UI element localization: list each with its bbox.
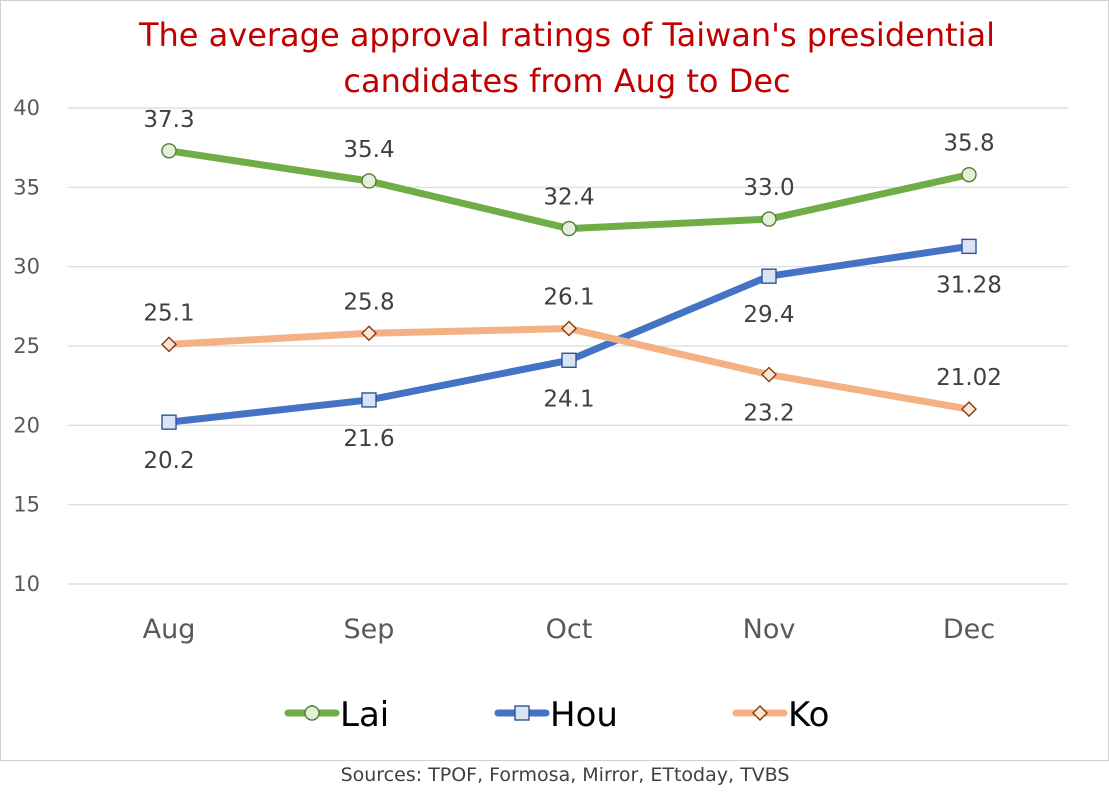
legend-label-lai: Lai (340, 695, 389, 735)
y-tick-40: 40 (13, 96, 40, 120)
legend-marker-lai (304, 705, 320, 721)
data-label-hou-nov: 29.4 (743, 302, 794, 328)
data-label-ko-aug: 25.1 (143, 300, 194, 326)
marker-hou-sep (361, 392, 377, 408)
marker-lai-dec (961, 166, 977, 183)
y-tick-30: 30 (13, 255, 40, 279)
x-tick-oct: Oct (546, 614, 593, 645)
data-label-lai-dec: 35.8 (943, 131, 994, 157)
marker-ko-nov (761, 366, 777, 383)
marker-ko-aug (161, 336, 177, 353)
data-label-ko-dec: 21.02 (936, 365, 1002, 391)
data-label-lai-nov: 33.0 (743, 175, 794, 201)
marker-ko-oct (561, 320, 577, 337)
x-tick-dec: Dec (943, 614, 995, 645)
data-label-hou-sep: 21.6 (343, 426, 394, 452)
marker-ko-dec (961, 401, 977, 418)
marker-ko-sep (361, 325, 377, 342)
data-label-hou-dec: 31.28 (936, 272, 1002, 298)
marker-hou-dec (961, 238, 977, 255)
y-tick-20: 20 (13, 413, 40, 437)
data-label-lai-oct: 32.4 (543, 185, 594, 211)
x-tick-aug: Aug (143, 614, 196, 645)
marker-lai-oct (561, 220, 577, 237)
legend: Lai Hou Ko (284, 695, 829, 735)
data-label-lai-sep: 35.4 (343, 137, 394, 163)
marker-hou-oct (561, 352, 577, 368)
y-axis-ticks: 10 15 20 25 30 35 40 (13, 96, 40, 596)
marker-lai-aug (161, 143, 177, 159)
data-labels: 37.3 35.4 32.4 33.0 35.8 20.2 21.6 24.1 29.4 31.2… (143, 107, 1002, 474)
y-tick-35: 35 (13, 175, 40, 199)
y-tick-15: 15 (13, 493, 40, 517)
x-tick-nov: Nov (743, 614, 796, 645)
data-label-ko-nov: 23.2 (743, 401, 794, 427)
y-tick-25: 25 (13, 334, 40, 358)
y-tick-10: 10 (13, 572, 40, 596)
marker-hou-aug (161, 414, 177, 430)
marker-lai-sep (361, 173, 377, 189)
chart-title-line-2: candidates from Aug to Dec (343, 62, 790, 100)
legend-label-hou: Hou (550, 695, 618, 735)
data-label-hou-oct: 24.1 (543, 386, 594, 412)
data-label-lai-aug: 37.3 (143, 107, 194, 133)
chart-frame (0, 0, 1109, 761)
source-note: Sources: TPOF, Formosa, Mirror, ETtoday,… (341, 764, 790, 786)
chart-title-line-1: The average approval ratings of Taiwan's… (138, 16, 995, 54)
legend-marker-ko (752, 705, 768, 721)
data-label-hou-aug: 20.2 (143, 448, 194, 474)
legend-marker-hou (514, 705, 530, 721)
marker-lai-nov (761, 211, 777, 227)
data-label-ko-sep: 25.8 (343, 289, 394, 315)
data-label-ko-oct: 26.1 (543, 285, 594, 311)
x-tick-sep: Sep (344, 614, 395, 645)
series-group (161, 143, 977, 430)
legend-label-ko: Ko (788, 695, 829, 735)
x-axis-ticks: Aug Sep Oct Nov Dec (143, 614, 995, 645)
marker-hou-nov (761, 268, 777, 284)
